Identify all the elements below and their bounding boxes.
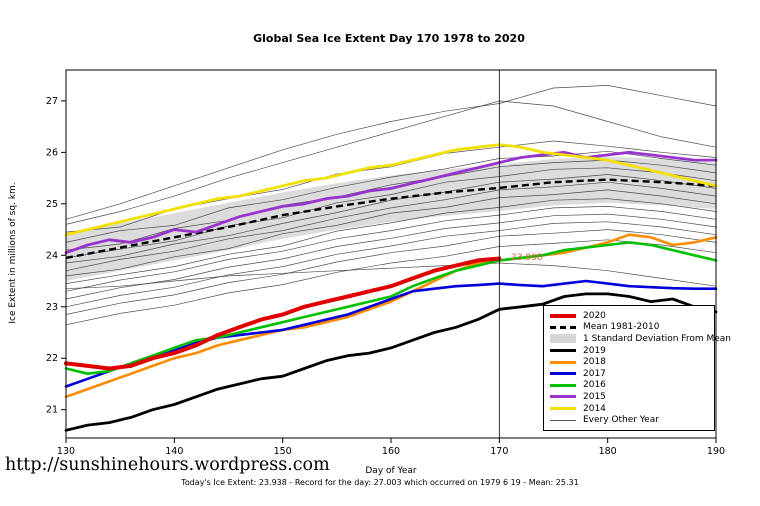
legend-label: 2019 — [583, 345, 606, 356]
y-tick-label: 27 — [46, 96, 58, 107]
legend-item-every-other-year: Every Other Year — [550, 414, 708, 426]
mean-line — [65, 178, 717, 260]
y-tick-label: 22 — [46, 353, 58, 364]
legend-item-2015: 2015 — [550, 391, 708, 403]
legend-swatch — [550, 349, 576, 353]
other-year-line — [65, 262, 717, 290]
year-line-2015 — [64, 150, 718, 255]
chart-legend: 2020 Mean 1981-2010 1 Standard Deviation F… — [543, 305, 731, 431]
legend-swatch — [550, 395, 576, 399]
other-year-line — [65, 229, 717, 315]
current-extent-annotation: 23.938 — [511, 253, 543, 264]
legend-label: 1 Standard Deviation From Mean — [583, 333, 731, 344]
legend-swatch — [550, 313, 576, 318]
year-line-2019 — [64, 292, 718, 432]
other-year-line — [65, 189, 717, 277]
legend-item-mean-1981-2010: Mean 1981-2010 — [550, 322, 708, 334]
x-axis-label: Day of Year — [365, 466, 417, 476]
other-year-line — [65, 100, 717, 225]
legend-item-2018: 2018 — [550, 356, 708, 368]
legend-swatch — [550, 360, 576, 364]
legend-swatch — [550, 407, 576, 411]
year-line-2014 — [64, 143, 718, 237]
legend-swatch — [550, 334, 576, 344]
other-year-line — [65, 239, 717, 326]
legend-item-2017: 2017 — [550, 368, 708, 380]
std-dev-band — [66, 156, 716, 281]
footer-summary-note: Today's Ice Extent: 23.938 - Record for … — [181, 478, 579, 487]
legend-item-2019: 2019 — [550, 345, 708, 357]
x-tick-label: 160 — [382, 446, 400, 457]
legend-swatch — [550, 383, 576, 387]
legend-item-2016: 2016 — [550, 380, 708, 392]
x-tick-label: 190 — [707, 446, 725, 457]
year-line-2018 — [64, 233, 718, 399]
y-tick-label: 23 — [46, 302, 58, 313]
other-year-line — [65, 198, 717, 284]
legend-label: 2018 — [583, 357, 606, 368]
legend-label: Every Other Year — [583, 415, 659, 426]
site-url-text: http://sunshinehours.wordpress.com — [5, 455, 330, 475]
legend-label: 2014 — [583, 403, 606, 414]
x-tick-label: 150 — [274, 446, 292, 457]
year-line-2020 — [64, 256, 502, 371]
other-year-line — [65, 206, 717, 292]
y-tick-label: 24 — [46, 250, 58, 261]
year-line-2016 — [64, 241, 718, 376]
x-tick-label: 170 — [490, 446, 508, 457]
chart-title: Global Sea Ice Extent Day 170 1978 to 20… — [253, 32, 525, 45]
legend-label: 2020 — [583, 310, 606, 321]
legend-label: Mean 1981-2010 — [583, 322, 660, 333]
other-year-line — [65, 85, 717, 220]
legend-item-1-standard-deviation-from-mean: 1 Standard Deviation From Mean — [550, 333, 731, 345]
y-tick-label: 26 — [46, 147, 58, 158]
year-line-2017 — [64, 279, 718, 388]
other-year-line — [65, 167, 717, 259]
legend-swatch — [550, 419, 576, 421]
legend-label: 2017 — [583, 368, 606, 379]
legend-item-2020: 2020 — [550, 310, 708, 322]
other-year-line — [65, 181, 717, 272]
x-tick-label: 130 — [57, 446, 75, 457]
legend-label: 2015 — [583, 391, 606, 402]
y-tick-label: 21 — [46, 405, 58, 416]
other-year-line — [65, 150, 717, 243]
y-axis-label: Ice Extent in millions of sq. km. — [8, 182, 18, 324]
x-tick-label: 180 — [599, 446, 617, 457]
other-year-line — [65, 221, 717, 308]
legend-label: 2016 — [583, 380, 606, 391]
legend-swatch — [550, 325, 576, 329]
other-year-line — [65, 213, 717, 300]
y-tick-label: 25 — [46, 199, 58, 210]
legend-item-2014: 2014 — [550, 403, 708, 415]
x-tick-label: 140 — [165, 446, 183, 457]
other-year-line — [65, 174, 717, 264]
legend-swatch — [550, 372, 576, 376]
